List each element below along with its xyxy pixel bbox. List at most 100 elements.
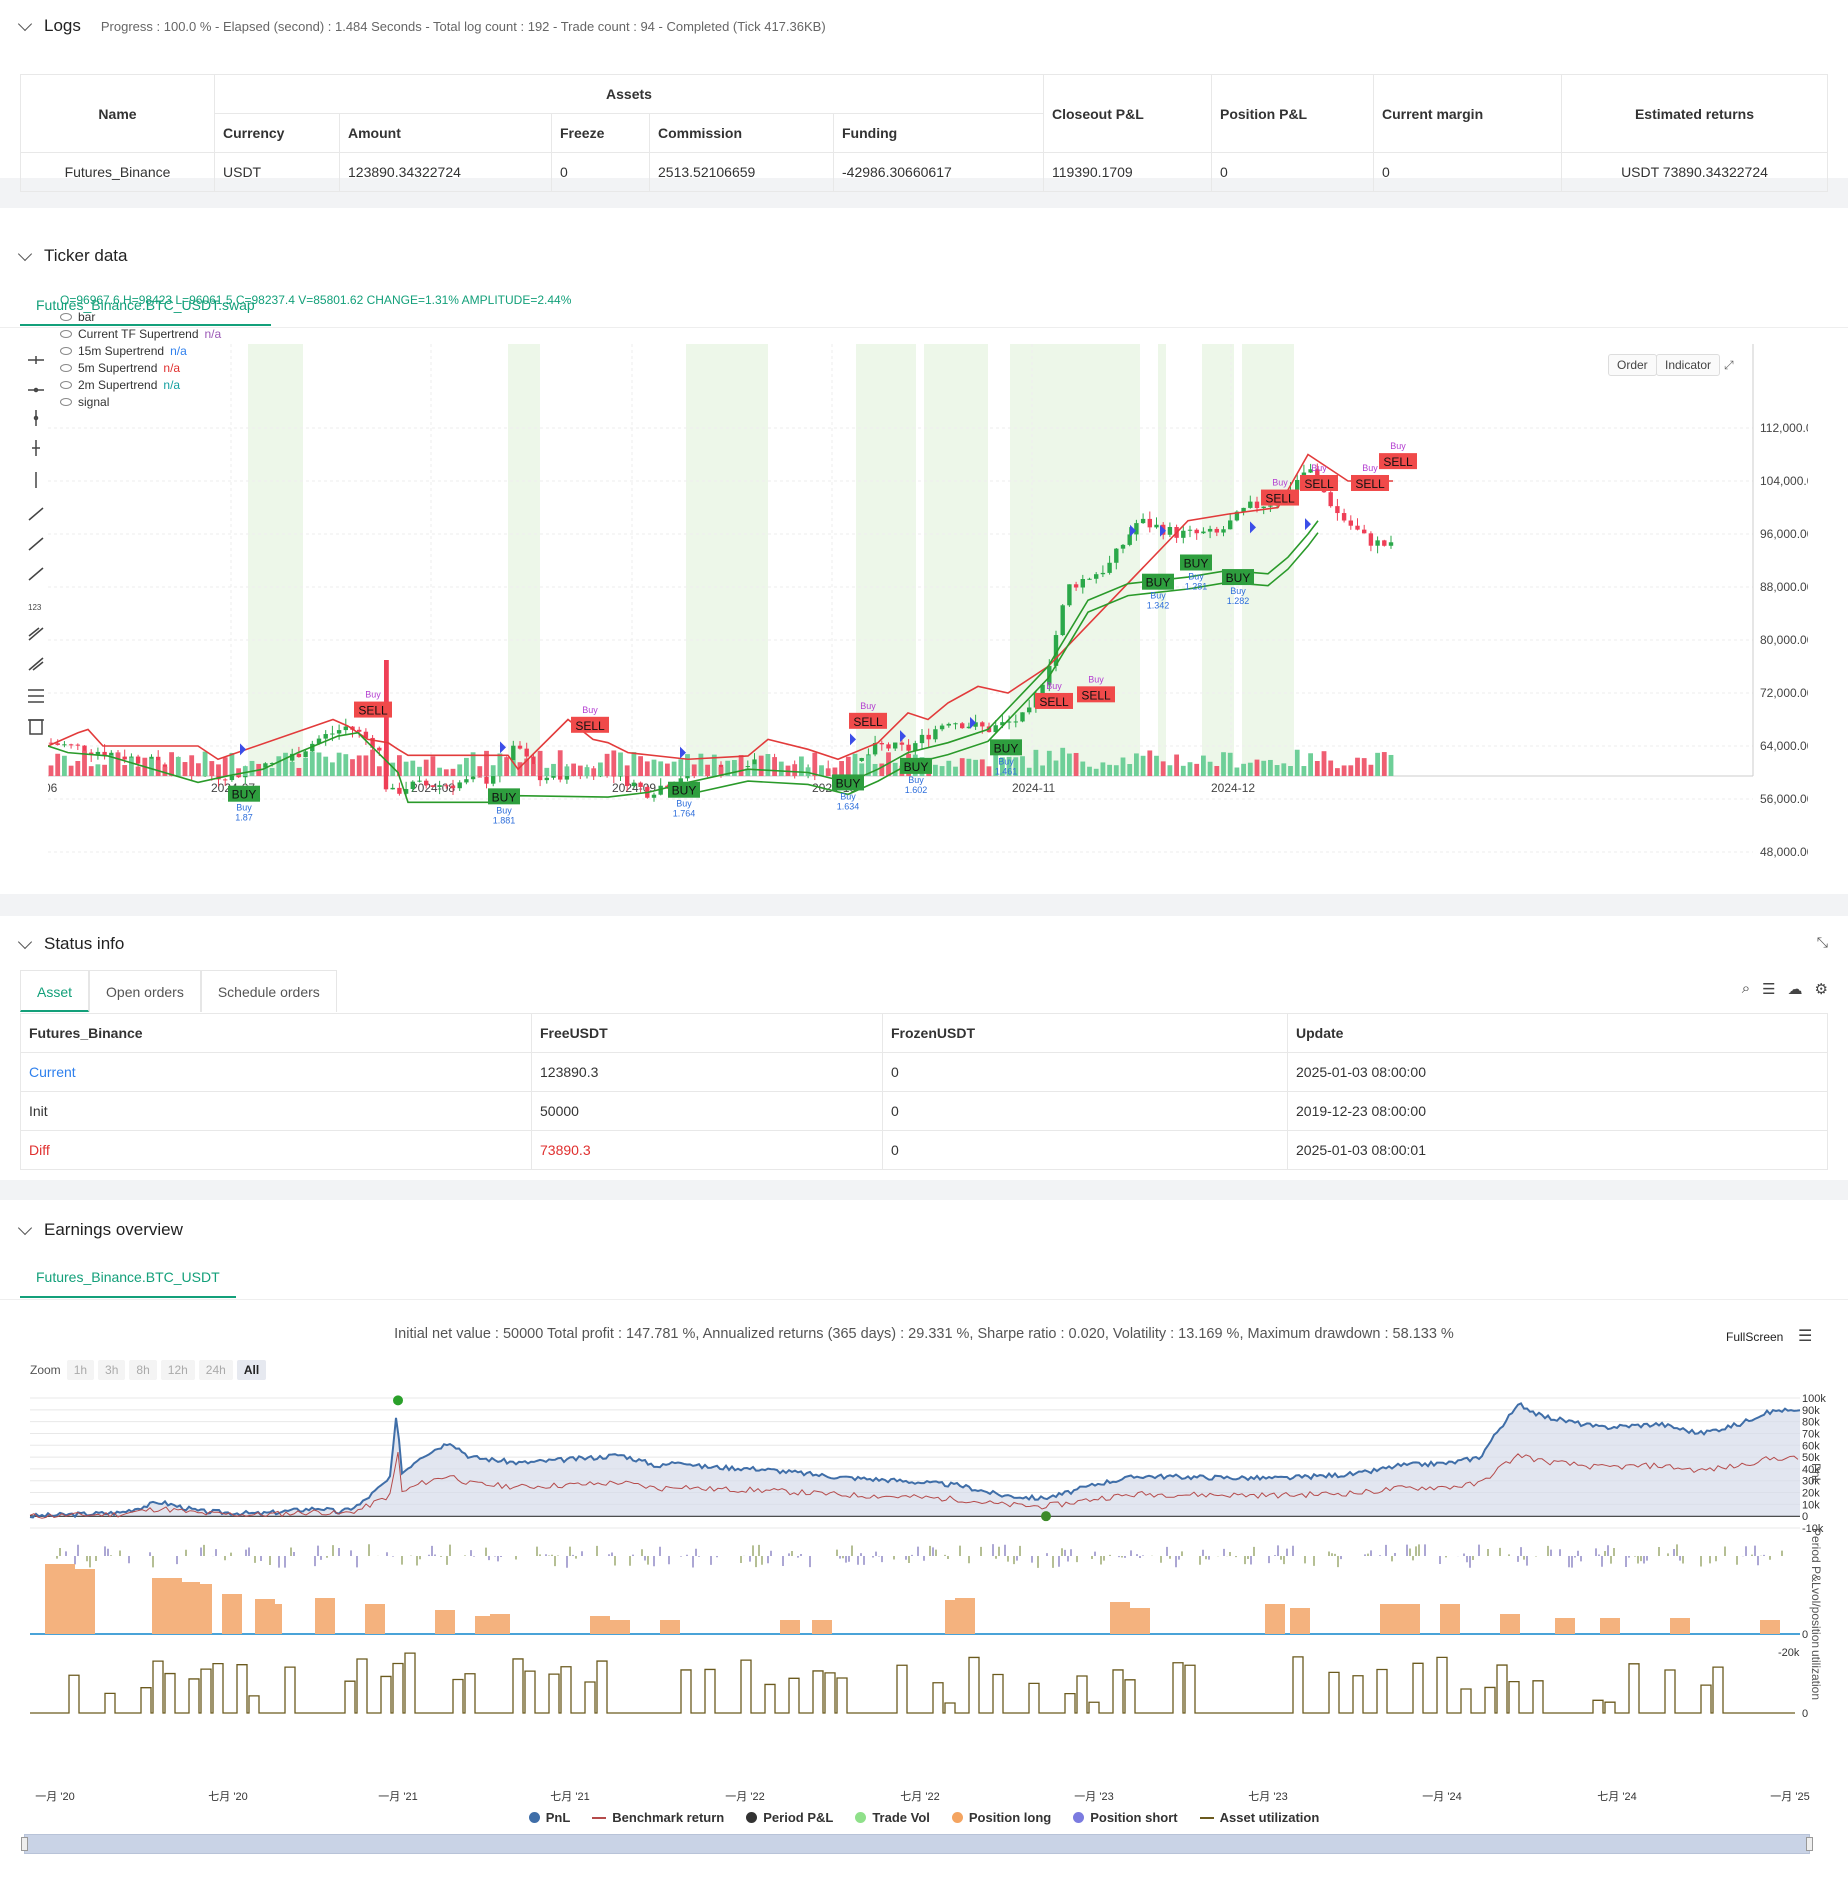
volume-bar bbox=[631, 752, 637, 776]
price-tick: 48,000.00 bbox=[1760, 845, 1808, 859]
candle-body bbox=[919, 734, 925, 744]
search-icon[interactable]: ⌕ bbox=[1741, 980, 1751, 997]
logs-header[interactable]: Logs Progress : 100.0 % - Elapsed (secon… bbox=[17, 16, 826, 36]
candle-body bbox=[933, 729, 938, 740]
drawing-tools-icons[interactable]: 123 bbox=[24, 348, 48, 768]
volume-bar bbox=[55, 753, 61, 776]
candle-body bbox=[1127, 534, 1132, 545]
volume-bar bbox=[1261, 760, 1267, 776]
order-button[interactable]: Order bbox=[1608, 354, 1657, 376]
tab-asset[interactable]: Asset bbox=[20, 970, 90, 1012]
candle-body bbox=[1027, 707, 1032, 713]
buy-label-text: BUY bbox=[672, 784, 697, 798]
volume-bar bbox=[108, 755, 114, 776]
legend-item[interactable]: Period P&L bbox=[746, 1810, 833, 1825]
legend-current-tf[interactable]: Current TF Supertrend n/a bbox=[60, 327, 221, 341]
legend-bar[interactable]: bar bbox=[60, 310, 95, 324]
buy-value: 1.881 bbox=[493, 815, 516, 825]
zoom-8h[interactable]: 8h bbox=[129, 1360, 157, 1380]
zoom-All[interactable]: All bbox=[236, 1360, 267, 1380]
volume-bar bbox=[1361, 758, 1367, 776]
candle-body bbox=[1060, 605, 1065, 636]
zoom-24h[interactable]: 24h bbox=[198, 1360, 233, 1380]
volume-bar bbox=[336, 752, 342, 776]
volume-bar bbox=[62, 755, 67, 776]
tab-btc-usdt[interactable]: Futures_Binance.BTC_USDT bbox=[20, 1256, 236, 1298]
tab-open-orders[interactable]: Open orders bbox=[89, 970, 201, 1012]
price-tick: 112,000.00 bbox=[1760, 421, 1808, 435]
tab-schedule-orders[interactable]: Schedule orders bbox=[200, 970, 337, 1012]
position-bar bbox=[1500, 1614, 1520, 1634]
volume-bar bbox=[155, 760, 161, 776]
earnings-chart[interactable]: 100k90k80k70k60k50k40k30k20k10k0-10kPnL-… bbox=[0, 1388, 1848, 1828]
position-bar bbox=[435, 1610, 455, 1634]
fullscreen-button[interactable]: FullScreen bbox=[1726, 1330, 1784, 1344]
logs-table: Name Assets Closeout P&L Position P&L Cu… bbox=[20, 74, 1828, 192]
legend-item[interactable]: Benchmark return bbox=[592, 1810, 724, 1825]
cloud-download-icon[interactable]: ☁ bbox=[1787, 981, 1803, 998]
time-tick: 2024-12 bbox=[1211, 781, 1255, 795]
sell-label bbox=[571, 716, 609, 733]
axis-title-period: Period P&L bbox=[1809, 1528, 1823, 1589]
menu-icon[interactable]: ☰ bbox=[1798, 1328, 1813, 1345]
legend-15m[interactable]: 15m Supertrend n/a bbox=[60, 344, 187, 358]
volume-bar bbox=[1026, 767, 1032, 776]
range-navigator[interactable] bbox=[21, 1834, 1813, 1854]
chevron-down-icon[interactable] bbox=[17, 1220, 33, 1235]
candle-body bbox=[1087, 578, 1092, 580]
candlestick-chart[interactable]: 112,000.00 104,000.00 96,000.00 88,000.00 80… bbox=[48, 344, 1808, 884]
volume-bar bbox=[1000, 757, 1005, 776]
signal-arrow bbox=[1160, 524, 1166, 537]
volume-bar bbox=[1221, 752, 1226, 776]
sell-label-text: SELL bbox=[1304, 477, 1334, 491]
zoom-3h[interactable]: 3h bbox=[98, 1360, 126, 1380]
candle-body bbox=[517, 745, 523, 749]
eye-icon[interactable] bbox=[60, 330, 72, 338]
chevron-down-icon[interactable] bbox=[17, 934, 33, 949]
eye-icon[interactable] bbox=[60, 347, 72, 355]
chevron-down-icon[interactable] bbox=[17, 246, 33, 261]
range-handle-right[interactable] bbox=[1806, 1837, 1813, 1851]
volume-bar bbox=[1241, 763, 1246, 776]
collapse-icon[interactable]: ⤡ bbox=[1816, 934, 1828, 950]
legend-item[interactable]: Asset utilization bbox=[1199, 1810, 1319, 1825]
volume-bar bbox=[845, 756, 851, 776]
logs-progress-info: Progress : 100.0 % - Elapsed (second) : … bbox=[100, 18, 826, 34]
candle-body bbox=[330, 733, 335, 735]
volume-bar bbox=[443, 769, 449, 776]
legend-5m[interactable]: 5m Supertrend n/a bbox=[60, 361, 180, 375]
earnings-header[interactable]: Earnings overview bbox=[17, 1220, 183, 1240]
candle-body bbox=[68, 744, 74, 746]
ticker-header[interactable]: Ticker data bbox=[17, 246, 127, 266]
legend-item[interactable]: Trade Vol bbox=[855, 1810, 930, 1825]
status-header[interactable]: Status info bbox=[17, 934, 124, 954]
zoom-12h[interactable]: 12h bbox=[160, 1360, 195, 1380]
candle-body bbox=[89, 752, 94, 755]
volume-bar bbox=[1234, 767, 1240, 776]
eye-icon[interactable] bbox=[60, 364, 72, 372]
legend-item[interactable]: Position short bbox=[1073, 1810, 1178, 1825]
legend-2m[interactable]: 2m Supertrend n/a bbox=[60, 378, 180, 392]
row-current-link[interactable]: Current bbox=[20, 1052, 532, 1092]
candle-body bbox=[1067, 584, 1072, 606]
expand-icon[interactable]: ⤢ bbox=[1724, 358, 1734, 372]
zoom-1h[interactable]: 1h bbox=[66, 1360, 95, 1380]
volume-bar bbox=[1073, 752, 1079, 776]
range-handle-left[interactable] bbox=[21, 1837, 28, 1851]
chevron-down-icon[interactable] bbox=[17, 16, 33, 31]
candle-body bbox=[323, 734, 328, 739]
candle-body bbox=[1214, 528, 1219, 533]
candle-body bbox=[1040, 684, 1045, 694]
eye-icon[interactable] bbox=[60, 313, 72, 321]
legend-item[interactable]: PnL bbox=[528, 1810, 570, 1825]
legend-item[interactable]: Position long bbox=[951, 1810, 1051, 1825]
indicator-button[interactable]: Indicator bbox=[1656, 354, 1721, 376]
sell-label bbox=[1035, 692, 1073, 709]
candle-body bbox=[1181, 530, 1186, 538]
eye-icon[interactable] bbox=[60, 381, 72, 389]
eye-icon[interactable] bbox=[60, 398, 72, 406]
legend-signal[interactable]: signal bbox=[60, 395, 109, 409]
axis-title-pnl: PnL bbox=[1809, 1463, 1823, 1485]
list-icon[interactable]: ☰ bbox=[1762, 981, 1776, 998]
gear-icon[interactable]: ⚙ bbox=[1814, 981, 1828, 998]
